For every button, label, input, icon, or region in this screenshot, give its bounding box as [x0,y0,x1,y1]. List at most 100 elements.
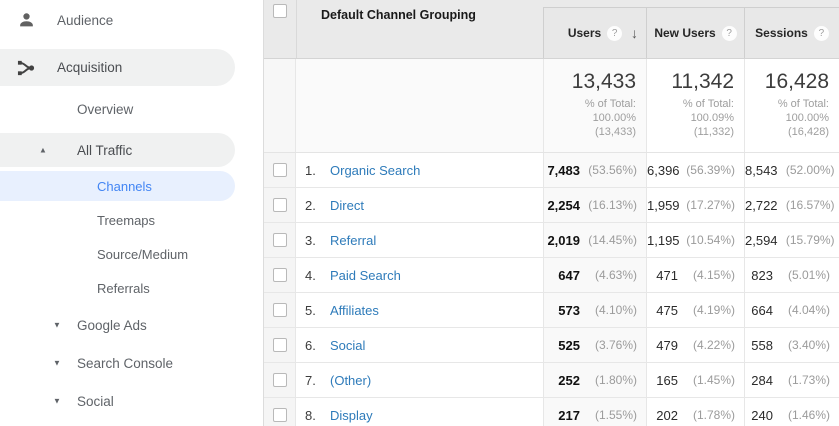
users-value: 647 [558,267,580,283]
row-checkbox[interactable] [272,338,287,352]
row-index: 8. [305,407,316,423]
sessions-value: 284 [751,372,773,388]
new-users-pct: (4.15%) [692,268,735,282]
new-users-pct: (1.78%) [692,408,735,422]
users-pct: (53.56%) [588,163,637,177]
sessions-value: 558 [751,337,773,353]
channels-data-table: Default Channel Grouping Users ? ↓ New U… [263,0,839,426]
row-index: 5. [305,302,316,318]
users-value: 7,483 [547,162,580,178]
new-users-pct: (4.22%) [692,338,735,352]
column-label: New Users [654,26,716,40]
totals-row: 13,433 % of Total: 100.00% (13,433) 11,342… [264,59,839,153]
new-users-pct: (4.19%) [692,303,735,317]
row-checkbox[interactable] [272,408,287,422]
row-index: 7. [305,372,316,388]
new-users-pct: (17.27%) [686,198,735,212]
sidebar-item-google-ads[interactable]: ▼ Google Ads [0,311,235,339]
new-users-value: 471 [656,267,678,283]
help-icon[interactable]: ? [607,25,623,41]
total-subtext: % of Total: 100.09% (11,332) [682,98,734,138]
sidebar-item-channels[interactable]: Channels [0,171,235,201]
users-value: 217 [558,407,580,423]
column-header-users[interactable]: Users ? ↓ [543,7,646,58]
help-icon[interactable]: ? [813,25,829,41]
expand-arrow-icon[interactable]: ▼ [53,358,61,368]
sidebar-item-search-console[interactable]: ▼ Search Console [0,349,235,377]
totals-new-users: 11,342 % of Total: 100.09% (11,332) [646,59,744,152]
sessions-pct: (3.40%) [787,338,830,352]
channel-link[interactable]: Display [330,407,373,423]
expand-arrow-icon[interactable]: ▼ [53,396,61,406]
sidebar-item-source-medium[interactable]: Source/Medium [0,240,235,268]
sidebar-item-label: Audience [57,12,114,28]
row-checkbox[interactable] [272,373,287,387]
row-index: 3. [305,232,316,248]
column-label: Users [567,26,602,40]
users-value: 525 [558,337,580,353]
channel-link[interactable]: (Other) [330,372,372,388]
table-row: 8. Display 217 (1.55%) 202 (1.78%) 240 (1.46… [264,398,839,426]
channel-link[interactable]: Paid Search [330,267,401,283]
new-users-pct: (10.54%) [686,233,735,247]
sidebar-item-label: Search Console [77,355,174,371]
row-checkbox[interactable] [272,268,287,282]
users-pct: (3.76%) [594,338,637,352]
total-value: 13,433 [571,70,636,93]
collapse-arrow-icon[interactable]: ▲ [39,145,47,155]
dimension-column-header[interactable]: Default Channel Grouping [296,0,543,58]
sidebar-item-label: All Traffic [77,142,133,158]
total-subtext: % of Total: 100.00% (13,433) [584,98,636,138]
row-checkbox[interactable] [272,303,287,317]
users-pct: (16.13%) [588,198,637,212]
sidebar-item-treemaps[interactable]: Treemaps [0,206,235,234]
help-icon[interactable]: ? [721,25,737,41]
person-icon [17,11,36,30]
sidebar-item-audience[interactable]: Audience [0,4,235,36]
sidebar-item-label: Overview [77,101,134,117]
row-checkbox[interactable] [272,198,287,212]
column-header-new-users[interactable]: New Users ? [646,7,744,58]
sort-descending-icon: ↓ [631,25,638,41]
sidebar-item-label: Google Ads [77,317,147,333]
table-row: 7. (Other) 252 (1.80%) 165 (1.45%) 284 (1.73… [264,363,839,398]
sidebar-item-acquisition[interactable]: Acquisition [0,49,235,86]
expand-arrow-icon[interactable]: ▼ [53,320,61,330]
sidebar-item-overview[interactable]: Overview [0,95,235,123]
sessions-value: 8,543 [745,162,778,178]
total-value: 11,342 [671,70,734,93]
channel-link[interactable]: Referral [330,232,377,248]
users-pct: (4.10%) [594,303,637,317]
select-all-checkbox[interactable] [273,4,287,18]
header-checkbox-cell [264,0,296,58]
sessions-value: 823 [751,267,773,283]
sidebar-item-social[interactable]: ▼ Social [0,387,235,415]
totals-users: 13,433 % of Total: 100.00% (13,433) [543,59,646,152]
table-row: 5. Affiliates 573 (4.10%) 475 (4.19%) 664 (4… [264,293,839,328]
sidebar-item-label: Treemaps [97,212,156,228]
users-pct: (1.55%) [594,408,637,422]
sidebar-item-label: Referrals [97,280,150,296]
row-checkbox[interactable] [272,163,287,177]
sidebar-item-referrals[interactable]: Referrals [0,274,235,302]
row-checkbox[interactable] [272,233,287,247]
sidebar-item-all-traffic[interactable]: ▲ All Traffic [0,133,235,167]
channel-link[interactable]: Organic Search [330,162,421,178]
table-row: 1. Organic Search 7,483 (53.56%) 6,396 (56.… [264,153,839,188]
totals-dimension-cell [296,59,543,152]
column-header-sessions[interactable]: Sessions ? [744,7,839,58]
users-value: 252 [558,372,580,388]
table-header-row: Default Channel Grouping Users ? ↓ New U… [264,0,839,59]
channel-link[interactable]: Social [330,337,366,353]
new-users-value: 479 [656,337,678,353]
acquisition-icon [17,58,36,77]
channel-link[interactable]: Affiliates [330,302,379,318]
row-index: 6. [305,337,316,353]
sidebar-item-label: Channels [97,178,152,194]
totals-sessions: 16,428 % of Total: 100.00% (16,428) [744,59,839,152]
totals-checkbox-cell [264,59,296,152]
sessions-pct: (4.04%) [787,303,830,317]
report-nav-sidebar: Audience Acquisition Overview ▲ All Traf… [0,0,263,426]
new-users-value: 202 [656,407,678,423]
channel-link[interactable]: Direct [330,197,364,213]
